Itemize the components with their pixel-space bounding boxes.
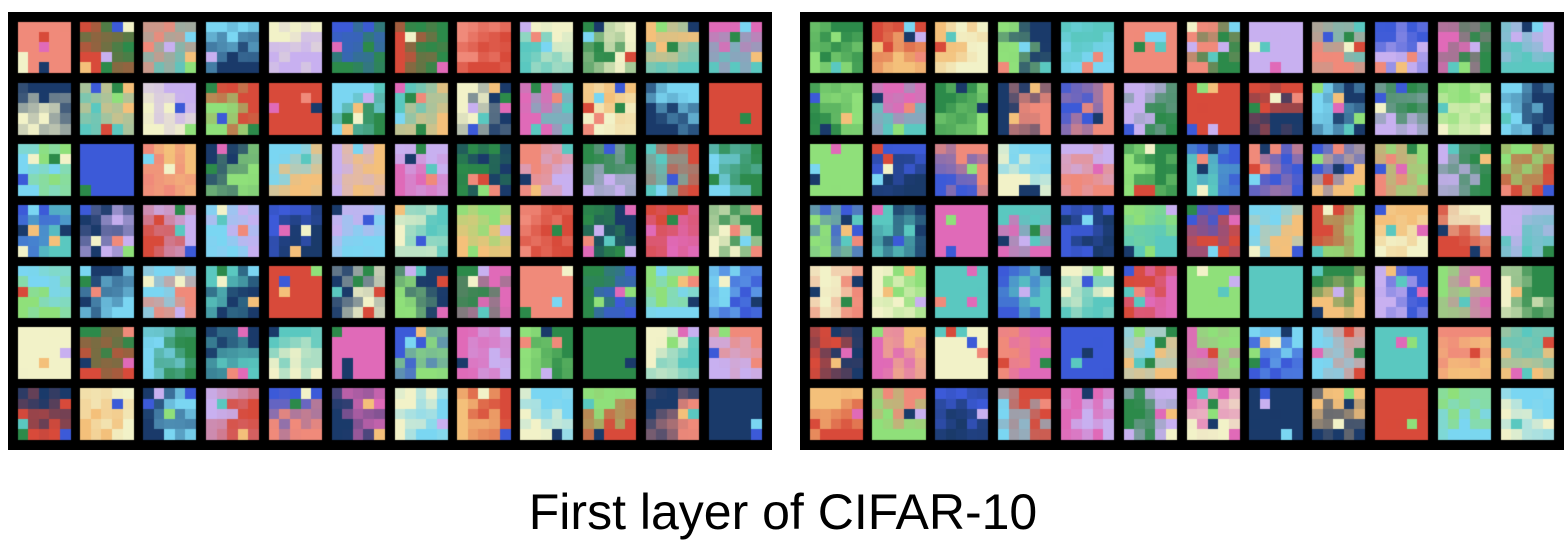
filter-grid-left <box>8 12 772 450</box>
filter-grid-right-image <box>800 12 1564 450</box>
filter-grid-right <box>800 12 1564 450</box>
filter-grid-left-image <box>8 12 772 450</box>
figure-caption: First layer of CIFAR-10 <box>528 484 1038 540</box>
